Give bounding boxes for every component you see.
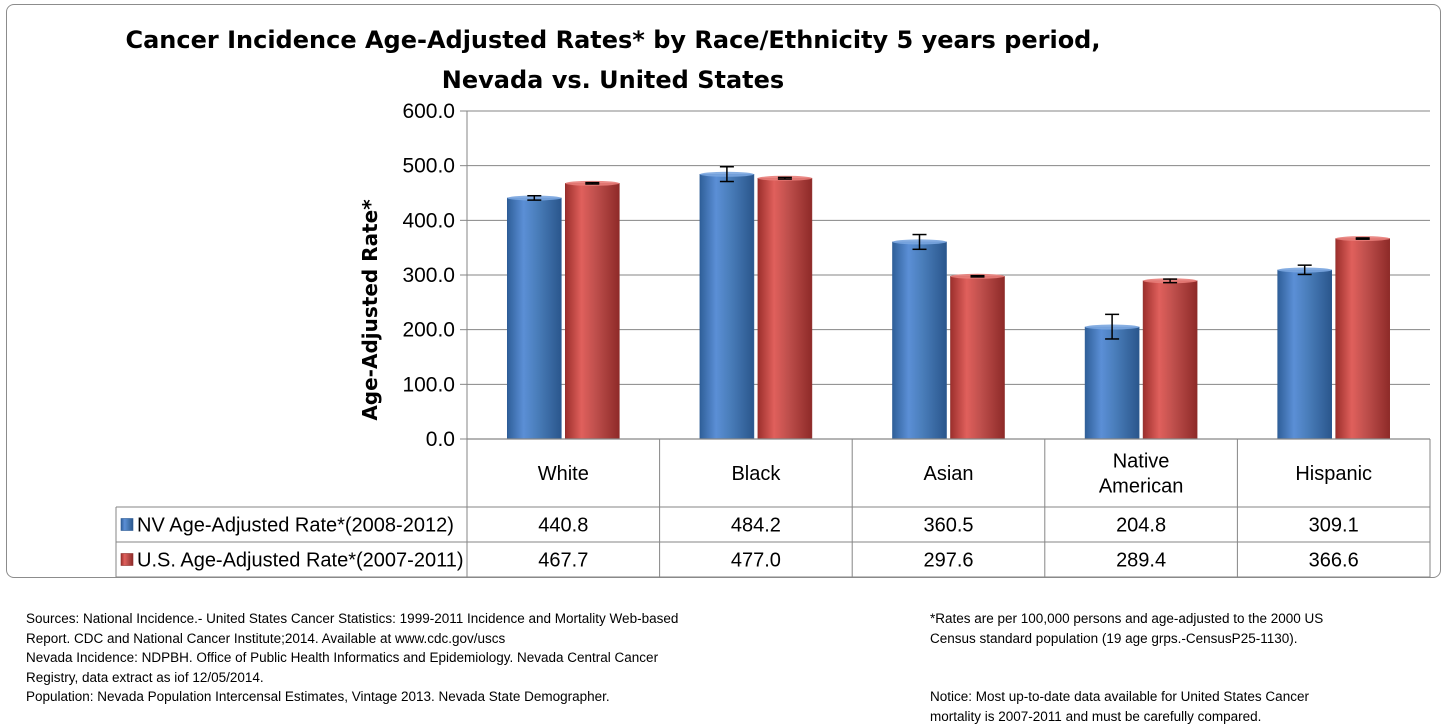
table-value: 297.6 xyxy=(923,550,973,572)
footnote-line: *Rates are per 100,000 persons and age-a… xyxy=(930,611,1324,626)
x-category-label: Native xyxy=(1113,451,1170,473)
y-tick-label: 600.0 xyxy=(402,100,455,123)
rates-footnote: *Rates are per 100,000 persons and age-a… xyxy=(930,609,1323,648)
table-value: 366.6 xyxy=(1309,550,1359,572)
notice-line: mortality is 2007-2011 and must be caref… xyxy=(930,708,1262,724)
chart-title-line-1: Cancer Incidence Age-Adjusted Rates* by … xyxy=(126,26,1101,54)
y-tick-label: 0.0 xyxy=(426,428,455,451)
bar xyxy=(1142,280,1198,440)
bar xyxy=(892,241,947,440)
table-value: 484.2 xyxy=(731,515,781,537)
bar xyxy=(757,177,813,440)
sources-line: Registry, data extract as iof 12/05/2014… xyxy=(26,669,264,685)
table-value: 204.8 xyxy=(1116,515,1166,537)
sources-line: Nevada Incidence: NDPBH. Office of Publi… xyxy=(26,650,659,665)
x-category-label: Black xyxy=(731,463,781,485)
y-tick-label: 500.0 xyxy=(402,155,455,178)
x-category-label: White xyxy=(538,463,589,485)
table-value: 289.4 xyxy=(1116,550,1166,572)
legend-label: NV Age-Adjusted Rate*(2008-2012) xyxy=(137,515,454,537)
y-tick-label: 100.0 xyxy=(402,373,455,396)
bar xyxy=(506,197,562,440)
table-value: 440.8 xyxy=(538,515,588,537)
bar xyxy=(1335,238,1390,440)
table-value: 467.7 xyxy=(538,550,588,572)
legend-key xyxy=(120,518,134,531)
table-value: 360.5 xyxy=(923,515,973,537)
x-category-label: American xyxy=(1099,476,1183,498)
table-value: 477.0 xyxy=(731,550,781,572)
chart-title-line-2: Nevada vs. United States xyxy=(442,66,784,94)
footnote-line: Census standard population (19 age grps.… xyxy=(930,630,1298,646)
table-value: 309.1 xyxy=(1309,515,1359,537)
bar xyxy=(699,174,755,440)
bar xyxy=(1277,269,1332,440)
x-category-label: Asian xyxy=(923,463,973,485)
chart: Cancer Incidence Age-Adjusted Rates* by … xyxy=(115,26,1431,578)
bar xyxy=(564,183,620,440)
notice-line: Notice: Most up-to-date data available f… xyxy=(930,689,1309,704)
y-axis-label: Age-Adjusted Rate* xyxy=(358,199,382,421)
notice-note: Notice: Most up-to-date data available f… xyxy=(930,687,1309,726)
y-tick-label: 400.0 xyxy=(402,209,455,232)
sources-line: Report. CDC and National Cancer Institut… xyxy=(26,630,506,646)
sources-line: Sources: National Incidence.- United Sta… xyxy=(26,611,679,626)
sources-line: Population: Nevada Population Intercensa… xyxy=(26,689,610,704)
x-category-label: Hispanic xyxy=(1295,463,1372,485)
legend-label: U.S. Age-Adjusted Rate*(2007-2011) xyxy=(137,550,464,572)
bar xyxy=(950,276,1005,440)
y-tick-label: 200.0 xyxy=(402,319,455,342)
legend-key xyxy=(120,553,134,566)
sources-note: Sources: National Incidence.- United Sta… xyxy=(26,609,678,707)
bar xyxy=(1084,326,1140,440)
y-tick-label: 300.0 xyxy=(402,264,455,287)
